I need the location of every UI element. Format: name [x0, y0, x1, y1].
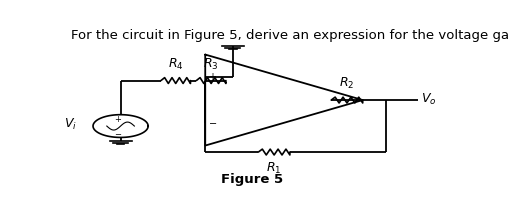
Text: $V_o$: $V_o$ [421, 92, 436, 107]
Text: +: + [208, 72, 216, 82]
Text: $R_1$: $R_1$ [266, 161, 282, 176]
Text: For the circuit in Figure 5, derive an expression for the voltage gain.: For the circuit in Figure 5, derive an e… [71, 28, 508, 42]
Text: $R_4$: $R_4$ [168, 57, 183, 72]
Text: Figure 5: Figure 5 [221, 173, 283, 186]
Text: $R_2$: $R_2$ [339, 76, 355, 91]
Text: $R_3$: $R_3$ [203, 57, 219, 72]
Text: +: + [114, 115, 121, 124]
Text: $-$: $-$ [208, 117, 217, 127]
Text: $V_i$: $V_i$ [65, 117, 77, 132]
Text: $-$: $-$ [114, 128, 122, 137]
